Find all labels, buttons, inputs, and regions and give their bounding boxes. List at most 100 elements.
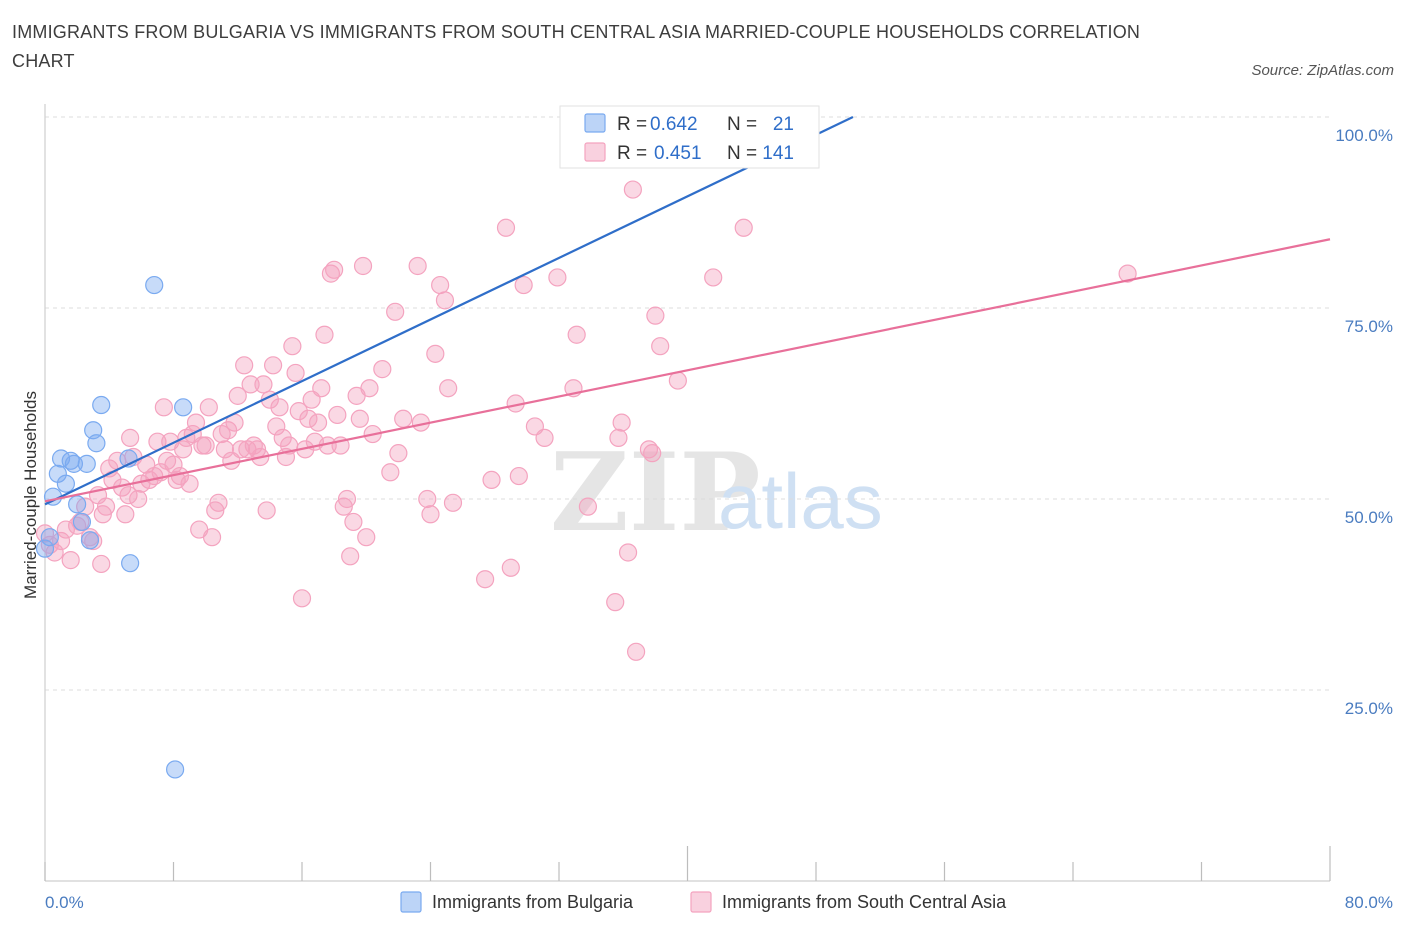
south-central-asia-point (92, 554, 111, 574)
south-central-asia-point (496, 218, 516, 237)
south-central-asia-point (292, 589, 312, 608)
bulgaria-point (80, 531, 100, 550)
south-central-asia-point (154, 398, 173, 417)
south-central-asia-point (373, 360, 392, 379)
south-central-asia-point (514, 275, 533, 295)
south-central-asia-point (482, 470, 501, 489)
south-central-asia-point (164, 455, 183, 474)
south-central-asia-point (426, 344, 445, 363)
bulgaria-point (72, 512, 92, 532)
south-central-asia-point (609, 428, 628, 447)
stat-n-label-south-central-asia: N = (727, 143, 757, 164)
x-tick-label-start: 0.0% (45, 893, 84, 912)
south-central-asia-point (360, 379, 379, 398)
south-central-asia-point (350, 409, 369, 428)
south-central-asia-point (61, 551, 80, 570)
south-central-asia-point (257, 501, 276, 520)
series-bulgaria-points (35, 107, 811, 779)
south-central-asia-point (408, 256, 427, 276)
south-central-asia-point (643, 444, 662, 463)
south-central-asia-point (353, 256, 373, 276)
watermark-atlas: atlas (718, 457, 883, 545)
south-central-asia-point (509, 466, 528, 486)
chart-title: IMMIGRANTS FROM BULGARIA VS IMMIGRANTS F… (12, 22, 1141, 71)
south-central-asia-point (96, 497, 116, 516)
bulgaria-point (121, 554, 140, 573)
south-central-asia-point (299, 409, 318, 428)
south-central-asia-point (381, 463, 400, 482)
south-central-asia-point (501, 558, 520, 577)
south-central-asia-point (180, 474, 199, 493)
south-central-asia-point (286, 363, 305, 383)
south-central-asia-point (121, 428, 140, 447)
south-central-asia-point (443, 493, 463, 512)
south-central-asia-point (704, 268, 723, 287)
south-central-asia-point (548, 268, 567, 287)
south-central-asia-point (308, 413, 328, 432)
south-central-asia-point (174, 440, 193, 459)
south-central-asia-point (476, 570, 495, 589)
south-central-asia-point (341, 547, 360, 566)
stat-r-value-south-central-asia: 0.451 (654, 143, 702, 164)
y-tick-label: 25.0% (1345, 699, 1393, 718)
stat-r-label-south-central-asia: R = (617, 143, 647, 164)
south-central-asia-point (196, 436, 215, 455)
south-central-asia-point (325, 260, 344, 279)
south-central-asia-point (209, 493, 228, 512)
bulgaria-point (145, 275, 164, 295)
south-central-asia-point (394, 409, 413, 428)
south-central-asia-point (273, 428, 292, 447)
south-central-asia-point (241, 375, 260, 394)
south-central-asia-point (267, 417, 286, 436)
south-central-asia-point (389, 444, 408, 463)
south-central-asia-point (651, 337, 670, 356)
south-central-asia-point (56, 520, 75, 539)
series-south-central-asia-points (35, 180, 1137, 661)
south-central-asia-point (612, 413, 631, 432)
south-central-asia-point (1118, 264, 1137, 283)
south-central-asia-point (119, 486, 138, 505)
south-central-asia-point (312, 379, 331, 398)
bulgaria-trend-line (44, 116, 854, 506)
south-central-asia-point (421, 505, 440, 524)
stat-n-value-south-central-asia: 141 (762, 143, 794, 164)
bulgaria-point (87, 434, 106, 453)
south-central-asia-point (668, 371, 687, 390)
watermark-zip: ZIP (550, 430, 761, 556)
legend-label-bulgaria: Immigrants from Bulgaria (432, 892, 634, 912)
south-central-asia-point (51, 531, 71, 551)
stat-r-label-bulgaria: R = (617, 114, 647, 135)
stat-r-value-bulgaria: 0.642 (650, 114, 698, 135)
legend-swatch-south-central-asia (690, 891, 712, 913)
south-central-asia-point (618, 543, 638, 562)
south-central-asia-point (254, 375, 273, 394)
south-central-asia-point (129, 489, 148, 509)
bulgaria-point (64, 454, 84, 473)
south-central-asia-point (228, 386, 247, 405)
south-central-asia-point (386, 302, 405, 321)
south-central-asia-point (578, 497, 598, 516)
trend-lines (44, 116, 1331, 506)
y-tick-label: 50.0% (1345, 508, 1393, 527)
south-central-asia-point (116, 505, 135, 524)
legend-label-south-central-asia: Immigrants from South Central Asia (722, 892, 1007, 912)
stat-swatch-south-central-asia (584, 142, 606, 162)
watermark: ZIP atlas (550, 430, 883, 556)
bulgaria-point (92, 395, 111, 415)
south-central-asia-point (567, 325, 586, 344)
south-central-asia-point (439, 379, 458, 398)
south-central-asia-point (215, 440, 234, 459)
south-central-asia-point (418, 489, 437, 509)
south-central-asia-point (219, 421, 238, 440)
south-central-asia-trend-line (44, 238, 1331, 503)
x-tick-label-end: 80.0% (1345, 893, 1393, 912)
bulgaria-point (35, 539, 55, 558)
stat-n-label-bulgaria: N = (727, 114, 757, 135)
south-central-asia-point (357, 528, 376, 547)
south-central-asia-point (431, 275, 450, 295)
south-central-asia-point (235, 356, 254, 375)
south-central-asia-point (626, 642, 646, 661)
south-central-asia-point (263, 356, 283, 375)
south-central-asia-point (606, 593, 625, 612)
